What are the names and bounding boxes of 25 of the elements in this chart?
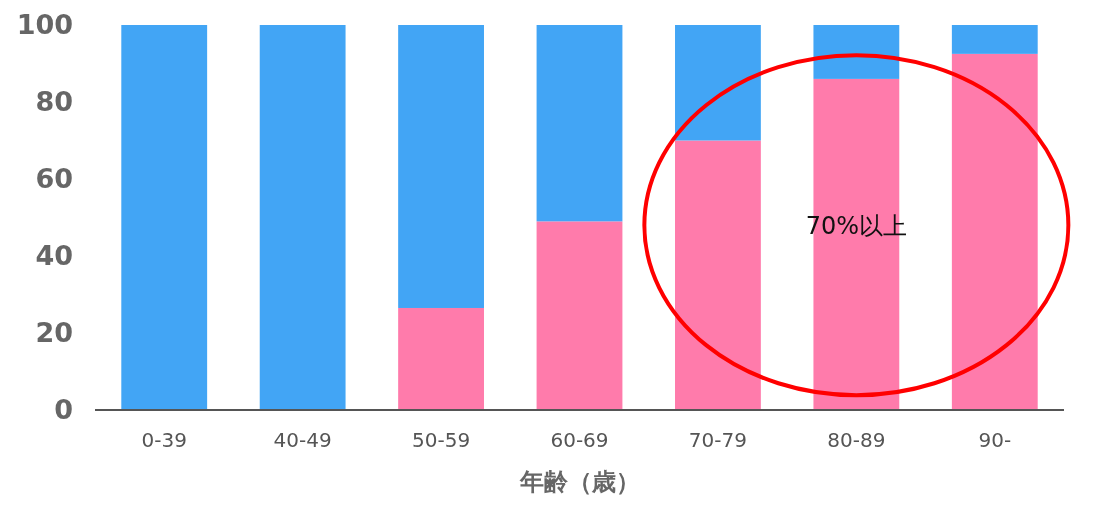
bar: [536, 221, 623, 410]
x-tick-label: 90-: [978, 428, 1012, 452]
x-tick-label: 60-69: [550, 428, 609, 452]
bar: [951, 53, 1038, 410]
x-axis-title: 年齢（歳）: [518, 468, 640, 496]
bar: [536, 25, 623, 222]
y-tick-label: 0: [54, 394, 73, 426]
x-tick-label: 70-79: [688, 428, 747, 452]
bar: [951, 25, 1038, 54]
y-tick-label: 100: [16, 9, 73, 41]
bar: [398, 307, 484, 410]
x-tick-label: 40-49: [273, 428, 332, 452]
bar: [398, 25, 484, 308]
bar: [813, 25, 900, 79]
bar: [121, 25, 208, 410]
x-tick-label: 80-89: [827, 428, 886, 452]
bar: [675, 140, 761, 410]
bar: [675, 25, 761, 141]
x-tick-label: 50-59: [412, 428, 471, 452]
y-tick-label: 80: [35, 86, 73, 118]
y-tick-label: 20: [35, 317, 73, 349]
bar: [259, 25, 346, 410]
y-tick-label: 60: [35, 163, 73, 195]
x-tick-label: 0-39: [141, 428, 187, 452]
y-tick-label: 40: [35, 240, 73, 272]
